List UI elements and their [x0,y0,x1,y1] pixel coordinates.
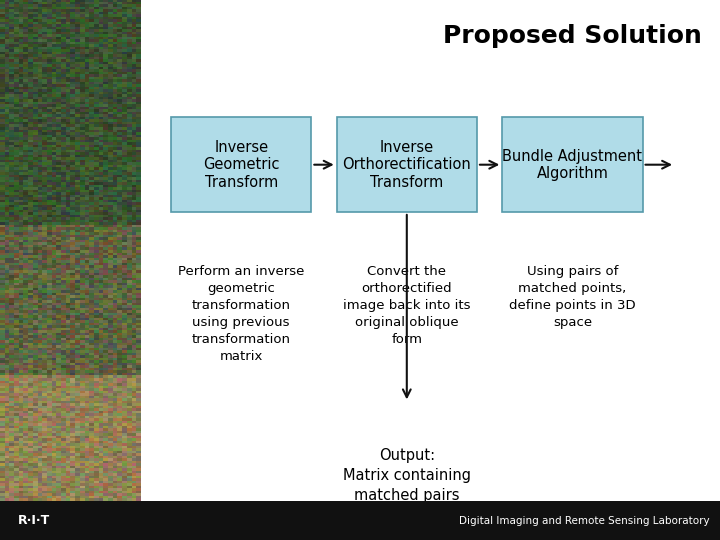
Text: Using pairs of
matched points,
define points in 3D
space: Using pairs of matched points, define po… [509,265,636,329]
FancyBboxPatch shape [171,117,311,212]
Bar [0,501,720,540]
FancyBboxPatch shape [503,117,643,212]
Text: Perform an inverse
geometric
transformation
using previous
transformation
matrix: Perform an inverse geometric transformat… [178,265,305,362]
Text: R·I·T: R·I·T [18,514,50,527]
Text: Convert the
orthorectified
image back into its
original oblique
form: Convert the orthorectified image back in… [343,265,471,346]
Text: Bundle Adjustment
Algorithm: Bundle Adjustment Algorithm [503,148,642,181]
FancyBboxPatch shape [336,117,477,212]
Text: Inverse
Orthorectification
Transform: Inverse Orthorectification Transform [343,140,471,190]
Text: Digital Imaging and Remote Sensing Laboratory: Digital Imaging and Remote Sensing Labor… [459,516,709,525]
Text: Proposed Solution: Proposed Solution [443,24,702,48]
Text: Output:
Matrix containing
matched pairs
between images: Output: Matrix containing matched pairs … [343,448,471,523]
Text: Inverse
Geometric
Transform: Inverse Geometric Transform [203,140,279,190]
